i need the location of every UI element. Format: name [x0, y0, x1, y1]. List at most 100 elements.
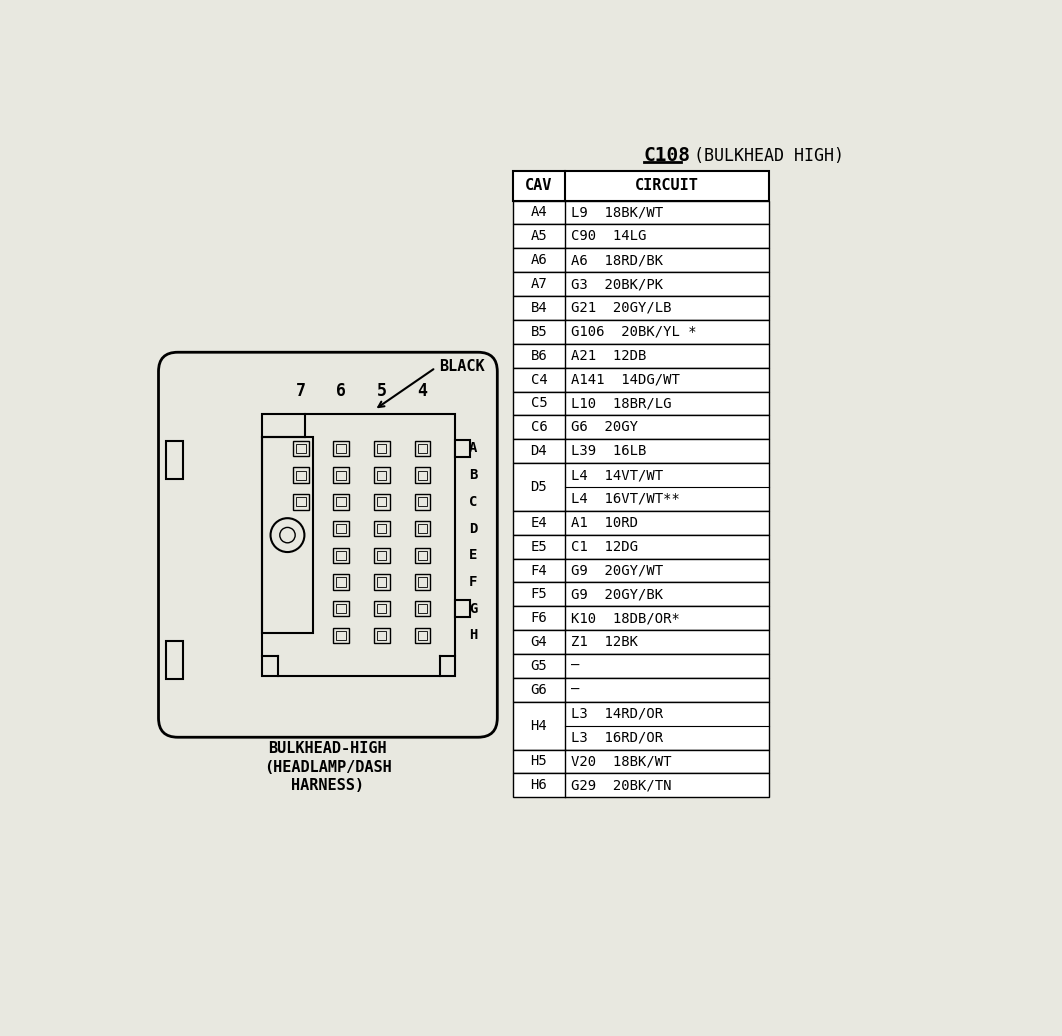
Bar [513, 320, 769, 344]
Bar [513, 296, 769, 320]
Bar [337, 577, 345, 586]
Bar [167, 641, 183, 680]
Text: (BULKHEAD HIGH): (BULKHEAD HIGH) [684, 147, 843, 165]
Text: D: D [468, 521, 477, 536]
Bar [418, 551, 427, 559]
Bar [337, 497, 345, 507]
Text: G5: G5 [531, 659, 547, 673]
Bar [333, 628, 348, 643]
Text: D4: D4 [531, 444, 547, 458]
Text: F6: F6 [531, 611, 547, 626]
Text: G6  20GY: G6 20GY [571, 421, 638, 434]
Text: L3  14RD/OR: L3 14RD/OR [571, 707, 664, 721]
Bar [374, 574, 390, 589]
Bar [377, 551, 387, 559]
Bar [513, 463, 769, 511]
Text: 4: 4 [417, 382, 428, 400]
Bar [513, 344, 769, 368]
Bar [418, 443, 427, 453]
Bar [513, 201, 769, 225]
Text: G: G [468, 602, 477, 615]
Text: A4: A4 [531, 205, 547, 220]
Bar [513, 701, 769, 750]
Bar [374, 440, 390, 456]
Text: C4: C4 [531, 373, 547, 386]
Text: B5: B5 [531, 325, 547, 339]
Text: A6  18RD/BK: A6 18RD/BK [571, 253, 664, 267]
Bar [513, 606, 769, 630]
Bar [415, 440, 430, 456]
Bar [333, 467, 348, 483]
Text: G106  20BK/YL *: G106 20BK/YL * [571, 325, 697, 339]
Text: L3  16RD/OR: L3 16RD/OR [571, 730, 664, 745]
Text: C108: C108 [644, 146, 690, 166]
Bar [333, 440, 348, 456]
Text: F5: F5 [531, 587, 547, 602]
Bar [262, 413, 455, 675]
Text: CAV: CAV [526, 178, 552, 194]
Text: L39  16LB: L39 16LB [571, 444, 647, 458]
Bar [513, 774, 769, 798]
Bar [377, 443, 387, 453]
Text: G6: G6 [531, 683, 547, 697]
Bar [513, 171, 769, 201]
Bar [513, 368, 769, 392]
Bar [513, 511, 769, 535]
Bar [293, 467, 309, 483]
Bar [455, 600, 470, 617]
Bar [415, 628, 430, 643]
Text: E: E [468, 548, 477, 563]
Text: G29  20BK/TN: G29 20BK/TN [571, 778, 672, 793]
Bar [513, 750, 769, 774]
Bar [374, 467, 390, 483]
Text: L4  16VT/WT**: L4 16VT/WT** [571, 492, 680, 506]
Bar [418, 577, 427, 586]
Bar [513, 630, 769, 654]
Bar [513, 535, 769, 558]
Bar [333, 521, 348, 537]
Bar [415, 548, 430, 563]
Text: H4: H4 [531, 719, 547, 732]
Text: —: — [571, 683, 580, 697]
Text: A7: A7 [531, 277, 547, 291]
Text: —: — [571, 659, 580, 673]
Bar [333, 494, 348, 510]
Text: HARNESS): HARNESS) [291, 778, 364, 793]
Text: C: C [468, 495, 477, 509]
Text: A21  12DB: A21 12DB [571, 349, 647, 363]
Text: B6: B6 [531, 349, 547, 363]
Text: H: H [468, 629, 477, 642]
Bar [455, 440, 470, 457]
Text: G21  20GY/LB: G21 20GY/LB [571, 301, 672, 315]
Text: A1  10RD: A1 10RD [571, 516, 638, 529]
Bar [377, 470, 387, 480]
Bar [418, 524, 427, 534]
Bar [333, 601, 348, 616]
Text: 6: 6 [336, 382, 346, 400]
Text: 5: 5 [377, 382, 387, 400]
Text: A6: A6 [531, 253, 547, 267]
Text: A141  14DG/WT: A141 14DG/WT [571, 373, 680, 386]
Bar [293, 440, 309, 456]
Text: V20  18BK/WT: V20 18BK/WT [571, 754, 672, 769]
Bar [415, 521, 430, 537]
Bar [513, 654, 769, 678]
Bar [296, 497, 306, 507]
Bar [374, 521, 390, 537]
Text: C90  14LG: C90 14LG [571, 229, 647, 243]
Bar [513, 439, 769, 463]
Bar [513, 249, 769, 272]
Text: Z1  12BK: Z1 12BK [571, 635, 638, 650]
Text: E5: E5 [531, 540, 547, 553]
Text: F: F [468, 575, 477, 588]
Bar [333, 574, 348, 589]
Bar [513, 415, 769, 439]
Bar [333, 548, 348, 563]
Bar [377, 577, 387, 586]
Bar [337, 470, 345, 480]
Text: F4: F4 [531, 564, 547, 577]
Text: C6: C6 [531, 421, 547, 434]
Bar [418, 604, 427, 613]
Bar [337, 524, 345, 534]
Bar [513, 392, 769, 415]
